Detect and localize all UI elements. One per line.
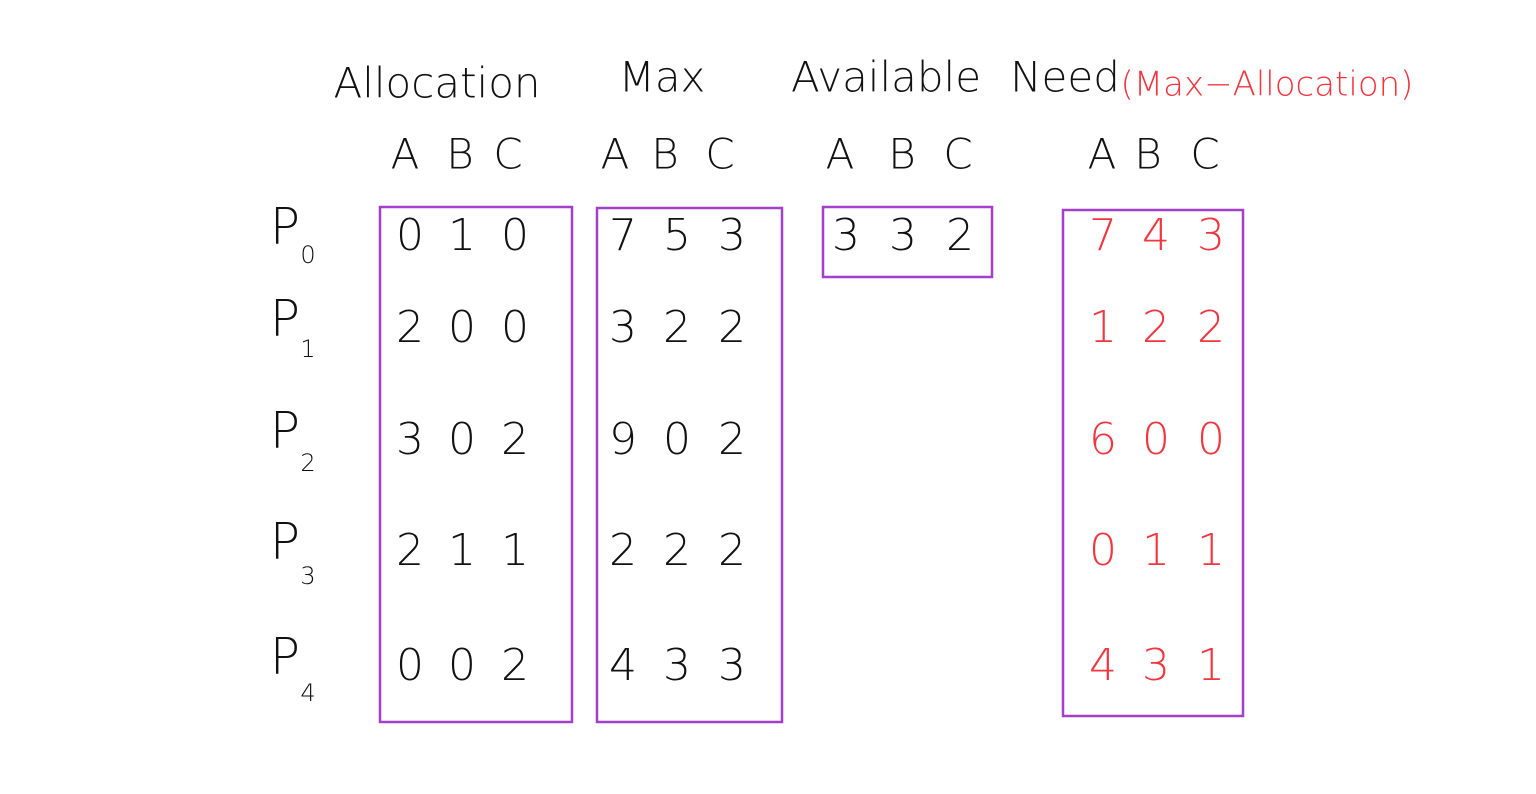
process-name: P	[270, 513, 300, 571]
resource-label: C	[493, 130, 522, 179]
resource-label: B	[446, 130, 474, 179]
available-value: 2	[946, 210, 974, 261]
need-value: 1	[1142, 525, 1170, 576]
process-index: 4	[300, 679, 315, 707]
max-value: 2	[718, 302, 746, 353]
max-value: 9	[609, 414, 637, 465]
need-value: 0	[1089, 525, 1117, 576]
need-value: 0	[1142, 414, 1170, 465]
available-box	[821, 205, 994, 279]
resource-label: A	[1088, 130, 1117, 179]
resource-label: A	[391, 130, 420, 179]
allocation-value: 0	[396, 210, 424, 261]
available-value: 3	[832, 210, 860, 261]
need-value: 4	[1089, 640, 1117, 691]
max-value: 2	[663, 525, 691, 576]
process-index: 1	[300, 335, 315, 363]
max-value: 3	[609, 302, 637, 353]
need-value: 6	[1089, 414, 1117, 465]
allocation-value: 1	[501, 525, 529, 576]
need-value: 1	[1197, 640, 1225, 691]
max-value: 4	[609, 640, 637, 691]
header: Available	[791, 53, 981, 102]
resource-label: C	[1190, 130, 1219, 179]
resource-label: B	[651, 130, 679, 179]
allocation-value: 0	[501, 302, 529, 353]
resource-label: B	[1134, 130, 1162, 179]
allocation-value: 0	[448, 414, 476, 465]
max-value: 5	[663, 210, 691, 261]
allocation-value: 3	[396, 414, 424, 465]
process-index: 2	[300, 449, 315, 477]
allocation-value: 2	[501, 414, 529, 465]
header: Max	[619, 53, 706, 102]
resource-label: C	[705, 130, 734, 179]
need-value: 3	[1142, 640, 1170, 691]
max-value: 3	[718, 640, 746, 691]
resource-label: B	[888, 130, 916, 179]
need-value: 2	[1197, 302, 1225, 353]
need-value: 1	[1089, 302, 1117, 353]
allocation-value: 0	[501, 210, 529, 261]
process-name: P	[270, 290, 300, 348]
allocation-value: 2	[396, 302, 424, 353]
process-index: 3	[300, 562, 315, 590]
process-name: P	[270, 198, 300, 256]
max-value: 3	[718, 210, 746, 261]
need-value: 3	[1197, 210, 1225, 261]
max-value: 0	[663, 414, 691, 465]
allocation-box	[378, 205, 574, 724]
need-value: 2	[1142, 302, 1170, 353]
max-value: 2	[718, 525, 746, 576]
allocation-value: 2	[501, 640, 529, 691]
allocation-value: 1	[448, 525, 476, 576]
max-value: 7	[609, 210, 637, 261]
max-value: 2	[609, 525, 637, 576]
max-value: 3	[663, 640, 691, 691]
allocation-value: 0	[396, 640, 424, 691]
resource-label: A	[826, 130, 855, 179]
available-value: 3	[889, 210, 917, 261]
header-note: (Max−Allocation)	[1121, 65, 1414, 105]
allocation-value: 0	[448, 302, 476, 353]
process-index: 0	[300, 241, 315, 269]
resource-label: C	[943, 130, 972, 179]
process-name: P	[270, 402, 300, 460]
max-value: 2	[718, 414, 746, 465]
max-box	[595, 206, 784, 724]
need-value: 4	[1142, 210, 1170, 261]
resource-label: A	[601, 130, 630, 179]
header: Allocation	[333, 59, 540, 108]
need-value: 0	[1197, 414, 1225, 465]
max-value: 2	[663, 302, 691, 353]
process-name: P	[270, 628, 300, 686]
allocation-value: 1	[448, 210, 476, 261]
need-box	[1061, 208, 1245, 718]
allocation-value: 0	[448, 640, 476, 691]
header: Need	[1010, 53, 1120, 102]
allocation-value: 2	[396, 525, 424, 576]
need-value: 7	[1089, 210, 1117, 261]
need-value: 1	[1197, 525, 1225, 576]
